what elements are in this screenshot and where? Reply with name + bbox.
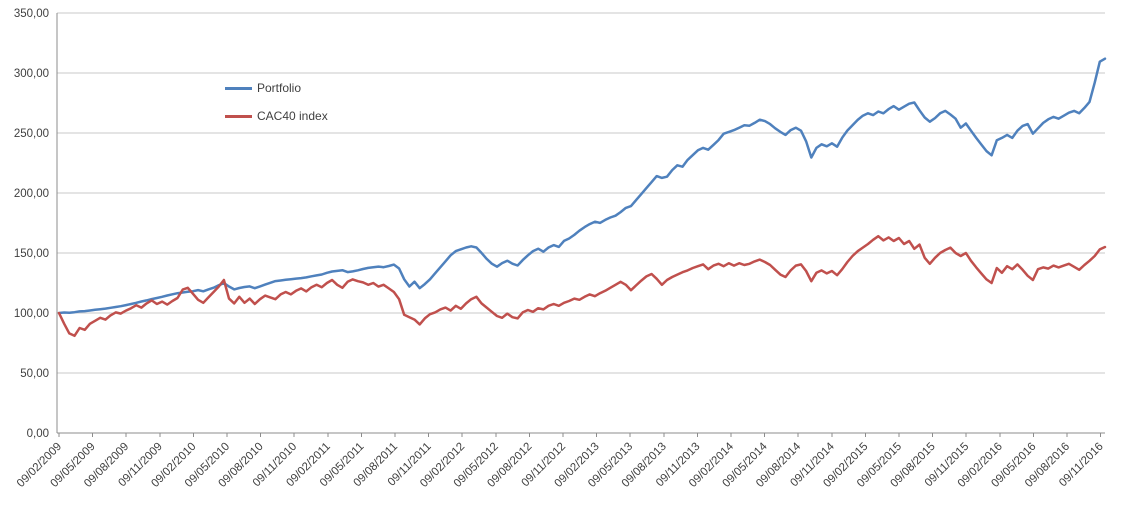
y-tick-label: 100,00 (14, 308, 49, 320)
x-axis-labels: 09/02/200909/05/200909/08/200909/11/2009… (15, 440, 1106, 490)
cac40-index-line (57, 234, 1107, 338)
legend-label-portfolio: Portfolio (257, 81, 302, 95)
y-tick-label: 250,00 (14, 128, 49, 140)
legend-label-cac40: CAC40 index (257, 109, 328, 123)
y-tick-label: 50,00 (20, 368, 49, 380)
portfolio-line (57, 57, 1107, 315)
x-axis-ticks (58, 433, 1102, 437)
legend-item-cac40[interactable]: CAC40 index (225, 109, 328, 124)
y-tick-label: 150,00 (14, 248, 49, 260)
y-tick-label: 350,00 (14, 8, 49, 20)
gridlines (57, 12, 1105, 434)
chart-legend: Portfolio CAC40 index (225, 81, 328, 124)
legend-item-portfolio[interactable]: Portfolio (225, 81, 328, 96)
y-tick-label: 0,00 (27, 428, 49, 440)
portfolio-line-swatch (225, 87, 252, 90)
cac40-line-swatch (225, 115, 252, 118)
y-axis-labels: 0,00 50,00 100,00 150,00 200,00 250,00 300,00 3… (14, 8, 49, 440)
y-tick-label: 300,00 (14, 68, 49, 80)
y-tick-label: 200,00 (14, 188, 49, 200)
